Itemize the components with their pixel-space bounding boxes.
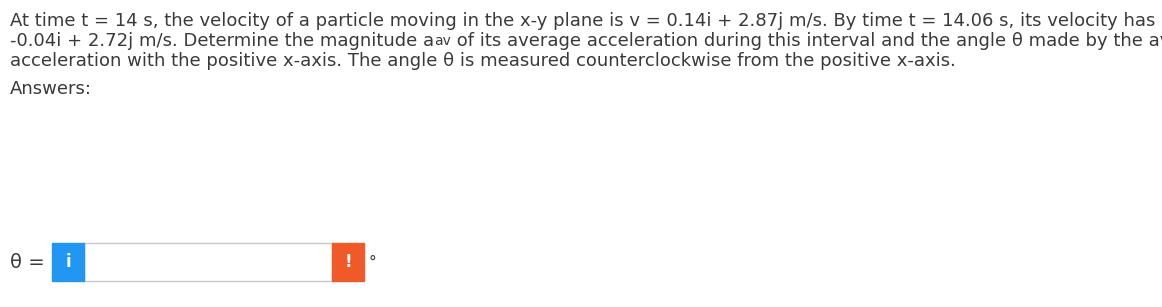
Text: At time t = 14 s, the velocity of a particle moving in the x-y plane is v = 0.14: At time t = 14 s, the velocity of a part… (10, 12, 1162, 30)
Text: av: av (435, 34, 451, 48)
Text: -0.04i + 2.72j m/s. Determine the magnitude a: -0.04i + 2.72j m/s. Determine the magnit… (10, 32, 435, 50)
Bar (52, 243, 84, 281)
Bar (84, 243, 332, 281)
Bar (332, 243, 364, 281)
Text: °: ° (370, 255, 376, 270)
Text: i: i (65, 253, 71, 271)
Text: acceleration with the positive x-axis. The angle θ is measured counterclockwise : acceleration with the positive x-axis. T… (10, 52, 956, 70)
Text: of its average acceleration during this interval and the angle θ made by the ave: of its average acceleration during this … (451, 32, 1162, 50)
Text: !: ! (344, 253, 352, 271)
Text: Answers:: Answers: (10, 80, 92, 98)
Text: θ =: θ = (10, 252, 45, 271)
